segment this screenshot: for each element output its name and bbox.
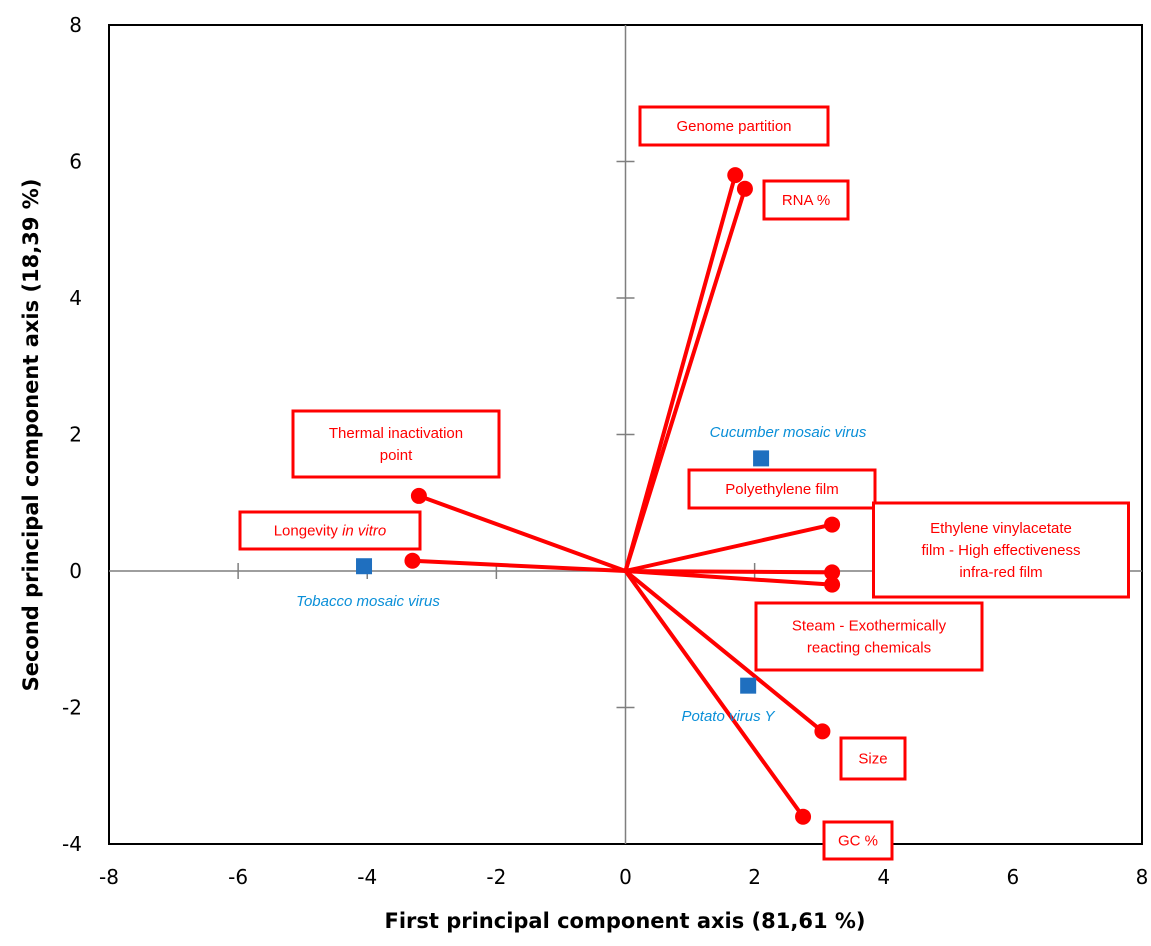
variable-label: point (380, 447, 413, 464)
variable-label-box (638, 105, 830, 147)
variable-label: Steam - Exothermically (792, 618, 947, 635)
variable-label: Ethylene vinylacetate (930, 520, 1072, 537)
variable-point (824, 576, 841, 593)
variable-label-box (872, 501, 1130, 599)
variable-vector (623, 173, 738, 573)
variable-label: Polyethylene film (725, 481, 838, 498)
observation-point (356, 558, 373, 575)
variable-label-box (839, 736, 907, 781)
x-tick-label: 8 (1136, 865, 1149, 889)
variable-label: reacting chemicals (807, 640, 931, 657)
variable-vector (623, 569, 825, 734)
y-tick-label: 0 (69, 559, 82, 583)
tick-labels: -8 -6 -4 -2 0 2 4 6 8 -4 -2 0 2 4 6 8 (62, 13, 1148, 889)
variable-label-box (238, 510, 422, 551)
observation-points: Cucumber mosaic virus Tobacco mosaic viru… (296, 424, 867, 725)
variable-point (814, 723, 831, 740)
variable-label-box (687, 468, 877, 510)
y-tick-label: 8 (69, 13, 82, 37)
variable-label-box (822, 820, 894, 861)
x-tick-label: 0 (619, 865, 632, 889)
variable-vector (623, 569, 835, 575)
variable-vector (623, 186, 747, 573)
observation-label: Tobacco mosaic virus (296, 593, 440, 610)
variable-point (410, 487, 427, 504)
x-tick-label: -8 (99, 865, 119, 889)
variable-point (824, 564, 841, 581)
variable-vector (623, 569, 835, 587)
variable-label: GC % (838, 833, 878, 850)
variable-point (727, 167, 744, 184)
x-tick-label: 6 (1007, 865, 1020, 889)
variable-label: infra-red film (959, 564, 1042, 581)
variable-label: Thermal inactivation (329, 425, 463, 442)
observation-label: Cucumber mosaic virus (710, 424, 867, 441)
variable-vector (623, 522, 835, 573)
variable-label-box (762, 179, 850, 221)
y-tick-label: 6 (69, 150, 82, 174)
variable-label: RNA % (782, 192, 830, 209)
x-tick-label: -4 (357, 865, 377, 889)
variable-point (795, 808, 812, 825)
variable-point (736, 180, 753, 197)
variable-vector (623, 569, 806, 819)
variable-vectors: Genome partition RNA % Thermal inactivatio… (238, 105, 1130, 861)
variable-vector (416, 493, 628, 573)
variable-label: film - High effectiveness (922, 542, 1081, 559)
y-tick-label: -4 (62, 832, 82, 856)
x-tick-label: 2 (748, 865, 761, 889)
observation-label: Potato virus Y (681, 708, 775, 725)
variable-label-box (291, 409, 501, 479)
variable-point (404, 552, 421, 569)
y-tick-label: 4 (69, 286, 82, 310)
y-axis-title: Second principal component axis (18,39 %… (19, 179, 43, 692)
y-tick-label: 2 (69, 423, 82, 447)
variable-label: Genome partition (676, 118, 791, 135)
variable-point (824, 516, 841, 533)
x-tick-label: 4 (877, 865, 890, 889)
variable-vector (410, 558, 628, 573)
observation-point (753, 450, 770, 467)
x-tick-label: -6 (228, 865, 248, 889)
y-tick-label: -2 (62, 696, 82, 720)
observation-point (740, 677, 757, 694)
x-axis-title: First principal component axis (81,61 %) (384, 909, 865, 933)
x-tick-label: -2 (486, 865, 506, 889)
variable-label: Size (858, 751, 887, 768)
variable-label-box (754, 601, 984, 672)
variable-label: Longevity in vitro (274, 523, 387, 540)
